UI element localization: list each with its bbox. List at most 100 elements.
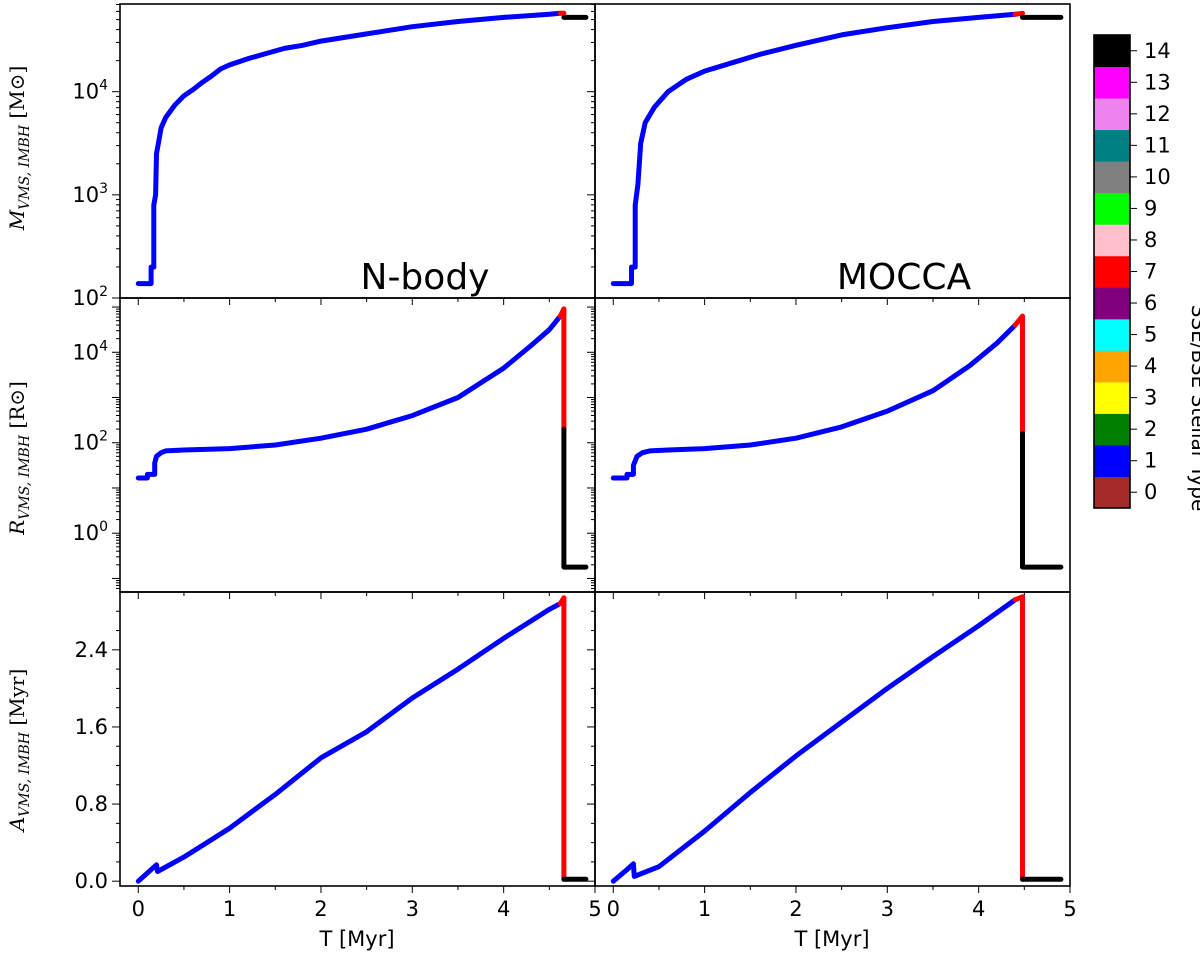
colorbar-tick-label: 12: [1144, 102, 1171, 126]
colorbar-tick-label: 11: [1144, 133, 1171, 157]
x-tick-label: 2: [789, 897, 802, 921]
x-tick-label: 3: [881, 897, 894, 921]
y-axis-label-mass-sub: VMS, IMBH: [17, 124, 33, 210]
x-tick-label: 0: [132, 897, 145, 921]
colorbar-swatch-6: [1094, 287, 1130, 320]
colorbar-tick-label: 5: [1144, 323, 1157, 347]
series-line-type-1: [135, 313, 563, 481]
y-tick-base: 10: [72, 80, 99, 104]
y-tick-label: 1.6: [75, 715, 108, 739]
y-tick-label: 0.0: [75, 869, 108, 893]
x-tick-label: 1: [698, 897, 711, 921]
y-tick-label: 2.4: [75, 638, 108, 662]
y-tick-exponent: 4: [99, 338, 108, 354]
y-tick-exponent: 2: [99, 284, 108, 300]
colorbar-frame: [1093, 34, 1131, 509]
y-axis-label-radius: RVMS, IMBH [R⊙]: [5, 381, 33, 536]
panel-radius-n-body: [135, 306, 589, 570]
y-tick-base: 10: [72, 521, 99, 545]
series-line-type-1: [135, 601, 563, 884]
series-line-type-7: [1012, 10, 1025, 17]
y-tick-label: 0.8: [75, 792, 108, 816]
colorbar-swatch-11: [1094, 129, 1130, 162]
panel-mass-mocca: [610, 10, 1064, 287]
colorbar-tick-label: 3: [1144, 386, 1157, 410]
colorbar-tick-label: 14: [1144, 39, 1171, 63]
y-tick-exponent: 0: [99, 519, 108, 535]
panel-title-mocca: MOCCA: [837, 257, 972, 298]
colorbar-tick-label: 9: [1144, 196, 1157, 220]
y-axis-label-age-main: A: [5, 817, 29, 833]
colorbar-tick-label: 2: [1144, 417, 1157, 441]
y-axis-label-radius-sub: VMS, IMBH: [17, 434, 33, 520]
y-axis-label-mass: MVMS, IMBH [M⊙]: [5, 66, 33, 232]
colorbar-swatch-7: [1094, 255, 1130, 288]
panel-frame: [594, 591, 1071, 887]
panel-mass-n-body: [135, 10, 589, 287]
colorbar-swatch-3: [1094, 381, 1130, 414]
colorbar-tick-label: 8: [1144, 228, 1157, 252]
panel-radius-mocca: [610, 313, 1064, 570]
series-line-type-1: [610, 597, 1018, 884]
colorbar-swatch-14: [1094, 35, 1130, 68]
x-tick-label: 4: [497, 897, 510, 921]
colorbar-label: SSE/BSE Stellar Type: [1187, 305, 1200, 512]
y-tick-base: 10: [72, 286, 99, 310]
colorbar-swatch-12: [1094, 98, 1130, 131]
series-line-type-14: [561, 426, 589, 570]
colorbar-swatch-10: [1094, 161, 1130, 194]
colorbar-swatch-9: [1094, 192, 1130, 225]
colorbar-tick-label: 1: [1144, 449, 1157, 473]
x-axis-label-left: T [Myr]: [318, 927, 394, 951]
y-axis-label-radius-main: R: [5, 520, 29, 536]
y-tick-base: 10: [72, 340, 99, 364]
panel-title-nbody: N-body: [361, 257, 490, 298]
colorbar-tick-label: 13: [1144, 70, 1171, 94]
y-tick-exponent: 2: [99, 429, 108, 445]
y-tick-base: 10: [72, 431, 99, 455]
y-tick-label: 104: [72, 78, 108, 104]
y-tick-label: 103: [72, 181, 108, 207]
colorbar-swatch-5: [1094, 318, 1130, 351]
x-tick-label: 3: [406, 897, 419, 921]
y-axis-label-mass-main: M: [5, 209, 29, 231]
x-tick-label: 5: [588, 897, 601, 921]
colorbar-tick-label: 6: [1144, 291, 1157, 315]
colorbar-tick-label: 0: [1144, 480, 1157, 504]
y-axis-label-age-sub: VMS, IMBH: [17, 731, 33, 817]
colorbar-tick-label: 7: [1144, 260, 1157, 284]
colorbar-swatch-13: [1094, 66, 1130, 99]
y-tick-label: 102: [72, 284, 108, 310]
colorbar-swatch-0: [1094, 476, 1130, 509]
series-line-type-1: [135, 10, 563, 287]
y-tick-label: 102: [72, 429, 108, 455]
x-tick-label: 4: [972, 897, 985, 921]
colorbar-swatch-8: [1094, 224, 1130, 257]
x-tick-label: 2: [314, 897, 327, 921]
series-line-type-14: [1020, 431, 1064, 570]
x-axis-label-right: T [Myr]: [793, 927, 869, 951]
colorbar-tick-label: 10: [1144, 165, 1171, 189]
colorbar-swatch-2: [1094, 413, 1130, 446]
series-line-type-1: [610, 11, 1018, 287]
panel-age-n-body: [135, 595, 589, 884]
y-axis-label-radius-unit: [R⊙]: [5, 381, 29, 435]
y-axis-label-mass-unit: [M⊙]: [5, 66, 29, 125]
y-axis-label-age-unit: [Myr]: [5, 669, 29, 732]
panel-age-mocca: [610, 594, 1064, 884]
x-tick-label: 1: [223, 897, 236, 921]
x-tick-label: 0: [607, 897, 620, 921]
series-line-type-7: [1012, 313, 1025, 437]
series-line-type-1: [610, 322, 1018, 481]
series-line-type-7: [557, 595, 567, 882]
series-line-type-7: [557, 306, 567, 432]
y-tick-exponent: 4: [99, 78, 108, 94]
x-tick-label: 5: [1063, 897, 1076, 921]
colorbar-swatch-1: [1094, 444, 1130, 477]
colorbar-swatch-4: [1094, 350, 1130, 383]
y-tick-label: 100: [72, 519, 108, 545]
y-tick-exponent: 3: [99, 181, 108, 197]
y-tick-base: 10: [72, 183, 99, 207]
